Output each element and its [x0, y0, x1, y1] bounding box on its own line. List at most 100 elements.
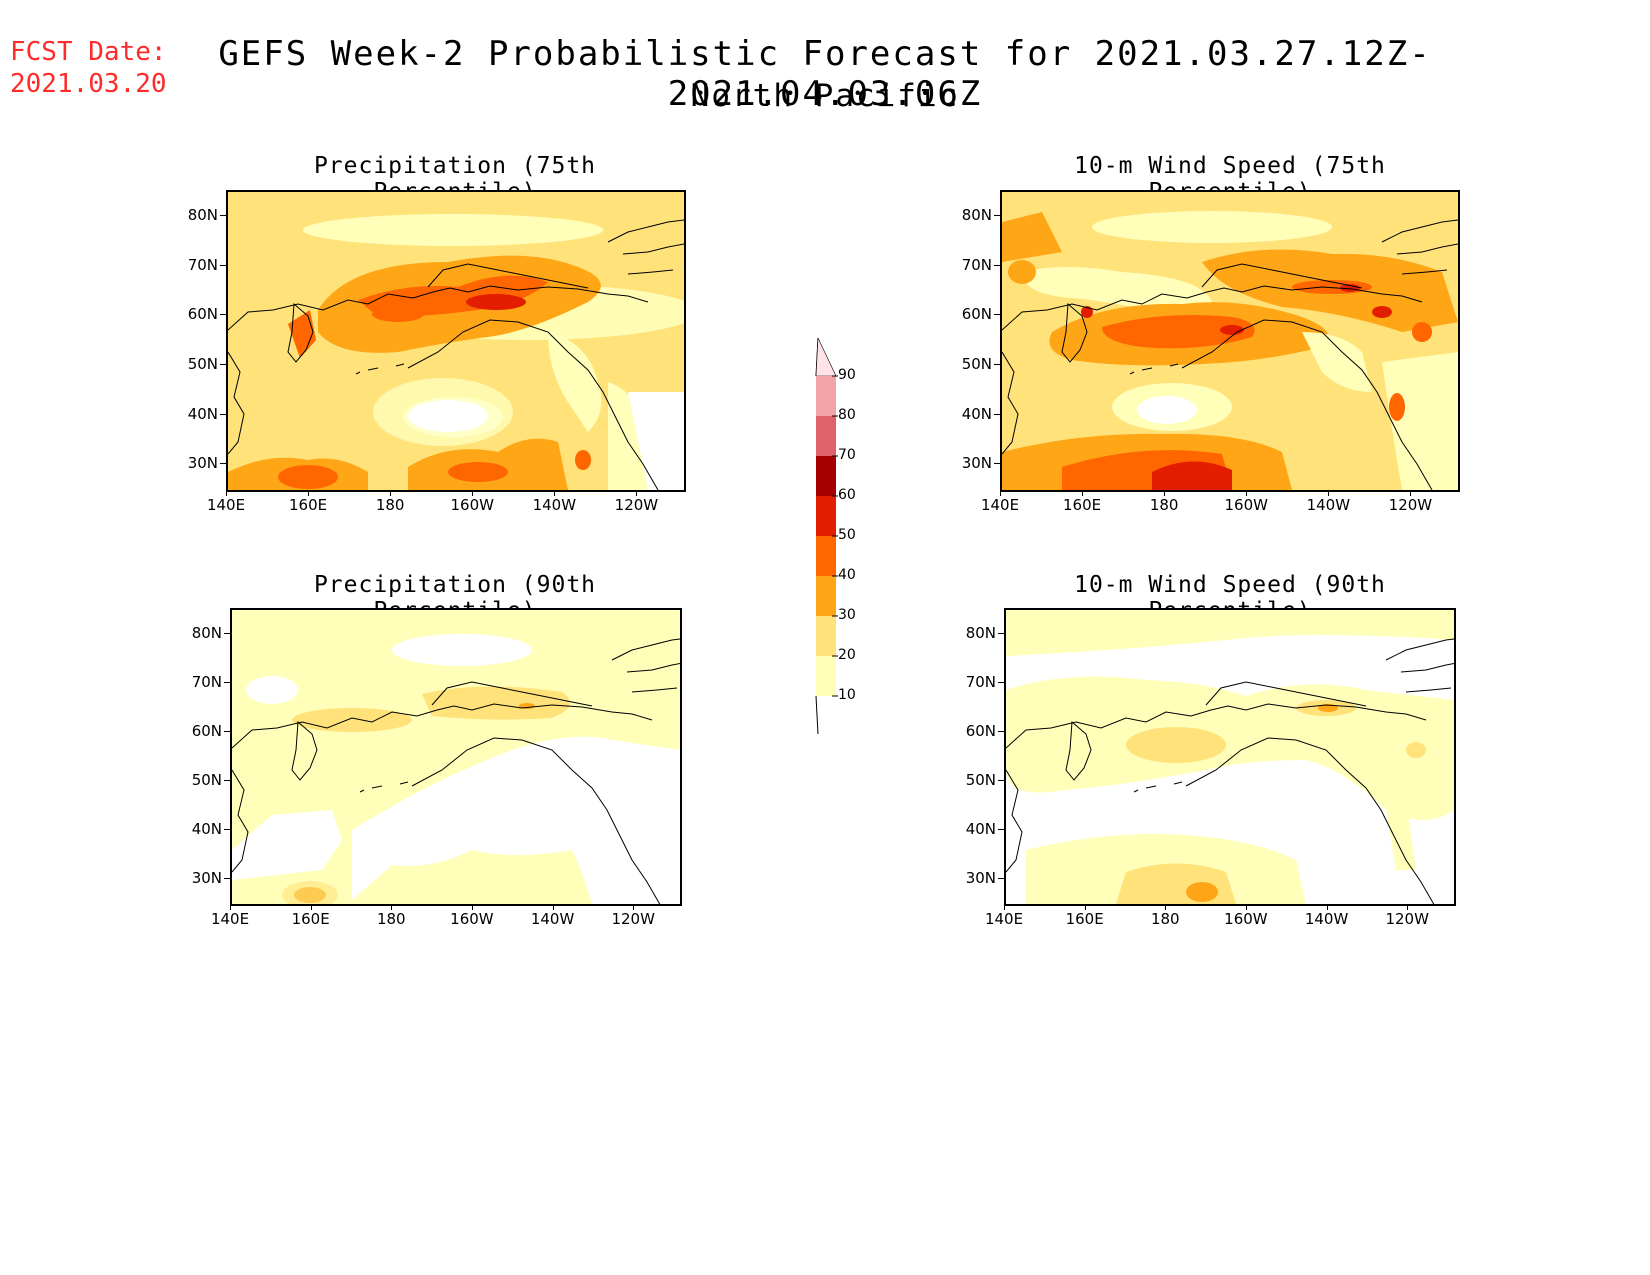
lat-tick-label: 70N — [965, 672, 996, 691]
lon-tick — [1004, 904, 1005, 910]
lat-tick — [224, 730, 230, 732]
colorbar-bin-40-50 — [816, 536, 836, 576]
main-title: GEFS Week-2 Probabilistic Forecast for 2… — [218, 34, 1432, 114]
lat-tick-label: 40N — [187, 404, 218, 423]
colorbar-cap-top — [815, 337, 837, 377]
lat-tick-label: 60N — [961, 305, 992, 324]
colorbar-label: 50 — [838, 527, 856, 543]
lon-tick-label: 160W — [1224, 910, 1268, 928]
colorbar-bin-70-80 — [816, 416, 836, 456]
lon-tick-label: 160E — [289, 496, 328, 514]
lon-tick-label: 160E — [291, 910, 330, 928]
lon-tick — [1326, 904, 1328, 910]
lat-tick-label: 30N — [191, 868, 222, 887]
lat-tick-label: 70N — [961, 255, 992, 274]
lat-tick — [998, 730, 1004, 732]
lat-tick — [224, 681, 230, 683]
lon-tick-label: 180 — [376, 910, 406, 928]
lat-tick-label: 60N — [191, 721, 222, 740]
lat-tick-label: 60N — [187, 305, 218, 324]
coastlines — [232, 638, 680, 904]
lat-tick — [998, 632, 1004, 634]
lon-tick-label: 160E — [1065, 910, 1104, 928]
lon-tick — [1407, 904, 1409, 910]
map-field — [1002, 192, 1458, 490]
lat-tick-label: 70N — [187, 255, 218, 274]
lon-tick-label: 140E — [980, 496, 1020, 514]
lat-tick — [220, 363, 226, 365]
colorbar-bin-10-20 — [816, 656, 836, 696]
lon-tick-label: 160W — [450, 910, 494, 928]
colorbar-label: 60 — [838, 487, 856, 503]
lat-tick-label: 50N — [191, 770, 222, 789]
map-precip-90 — [230, 608, 682, 906]
coastlines — [228, 219, 684, 490]
lat-tick — [994, 314, 1000, 316]
lon-tick-label: 160W — [450, 496, 494, 514]
lon-tick — [1246, 490, 1248, 496]
lon-tick-label: 180 — [375, 496, 405, 514]
lon-tick — [472, 490, 474, 496]
lat-tick-label: 50N — [187, 354, 218, 373]
probability-field — [228, 192, 684, 490]
lon-tick — [636, 490, 638, 496]
lon-tick-label: 140E — [984, 910, 1024, 928]
lon-tick — [1000, 490, 1001, 496]
lon-tick-label: 140W — [532, 496, 577, 514]
colorbar-label: 40 — [838, 567, 856, 583]
lat-tick-label: 70N — [191, 672, 222, 691]
probability-field — [1006, 610, 1454, 904]
lat-tick — [224, 632, 230, 634]
lat-tick — [998, 877, 1004, 879]
map-field — [228, 192, 684, 490]
map-wind-90 — [1004, 608, 1456, 906]
colorbar-label: 80 — [838, 407, 856, 423]
lon-tick — [1410, 490, 1412, 496]
lon-tick — [226, 490, 227, 496]
lat-tick-label: 40N — [965, 819, 996, 838]
lat-tick-label: 80N — [191, 623, 222, 642]
lon-tick — [390, 490, 392, 496]
lat-tick-label: 30N — [965, 868, 996, 887]
lon-tick — [230, 904, 231, 910]
lon-tick-label: 120W — [611, 910, 655, 928]
lat-tick — [220, 314, 226, 316]
lat-tick — [994, 463, 1000, 465]
colorbar-bin-80-90 — [816, 376, 836, 416]
colorbar-label: 30 — [838, 607, 856, 623]
lon-tick-label: 140W — [530, 910, 575, 928]
lon-tick-label: 120W — [1385, 910, 1429, 928]
lon-tick-label: 140E — [206, 496, 246, 514]
lon-tick-label: 120W — [1388, 496, 1433, 514]
lat-tick-label: 80N — [187, 205, 218, 224]
lon-tick — [1084, 904, 1086, 910]
lon-tick-label: 140W — [1304, 910, 1349, 928]
lat-tick-label: 60N — [965, 721, 996, 740]
lon-tick-label: 140W — [1306, 496, 1351, 514]
lat-tick — [998, 779, 1004, 781]
lat-tick-label: 40N — [961, 404, 992, 423]
colorbar-bin-20-30 — [816, 616, 836, 656]
lat-tick — [224, 828, 230, 830]
colorbar-label: 90 — [838, 367, 856, 383]
lon-tick — [308, 490, 310, 496]
lat-tick-label: 40N — [191, 819, 222, 838]
lon-tick — [310, 904, 312, 910]
colorbar-bin-30-40 — [816, 576, 836, 616]
coastlines — [1002, 219, 1458, 490]
lon-tick — [471, 904, 473, 910]
map-field — [1006, 610, 1454, 904]
lat-tick — [994, 413, 1000, 415]
lat-tick-label: 50N — [965, 770, 996, 789]
lon-tick-label: 160E — [1063, 496, 1102, 514]
forecast-date-value: 2021.03.20 — [10, 69, 167, 99]
map-precip-75 — [226, 190, 686, 492]
lat-tick — [220, 214, 226, 216]
lat-tick-label: 50N — [961, 354, 992, 373]
lat-tick-label: 80N — [965, 623, 996, 642]
lon-tick — [1328, 490, 1330, 496]
lat-tick — [224, 877, 230, 879]
lon-tick — [1082, 490, 1084, 496]
lon-tick-label: 140E — [210, 910, 250, 928]
lat-tick — [994, 363, 1000, 365]
